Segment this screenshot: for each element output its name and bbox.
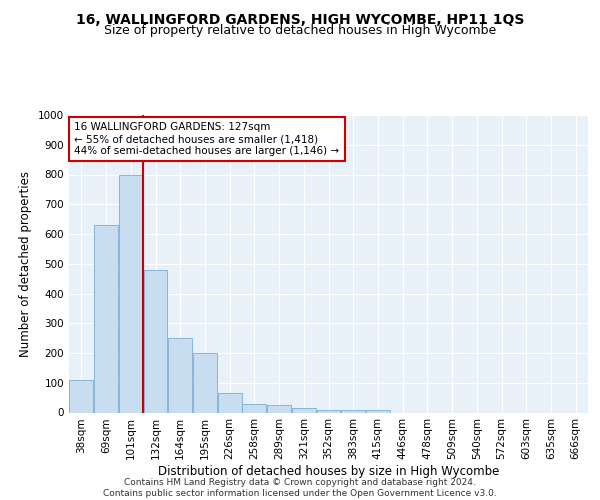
Bar [70, 380, 94, 412]
Bar [94, 225, 118, 412]
Bar [317, 410, 340, 412]
Y-axis label: Number of detached properties: Number of detached properties [19, 171, 32, 357]
Text: 16 WALLINGFORD GARDENS: 127sqm
← 55% of detached houses are smaller (1,418)
44% : 16 WALLINGFORD GARDENS: 127sqm ← 55% of … [74, 122, 340, 156]
Bar [218, 393, 242, 412]
Bar [143, 270, 167, 412]
Bar [267, 405, 291, 412]
Bar [292, 408, 316, 412]
Bar [193, 353, 217, 412]
Bar [341, 410, 365, 412]
Text: Size of property relative to detached houses in High Wycombe: Size of property relative to detached ho… [104, 24, 496, 37]
Bar [366, 410, 390, 412]
Text: Contains HM Land Registry data © Crown copyright and database right 2024.
Contai: Contains HM Land Registry data © Crown c… [103, 478, 497, 498]
Bar [168, 338, 192, 412]
Bar [119, 174, 143, 412]
Text: 16, WALLINGFORD GARDENS, HIGH WYCOMBE, HP11 1QS: 16, WALLINGFORD GARDENS, HIGH WYCOMBE, H… [76, 12, 524, 26]
X-axis label: Distribution of detached houses by size in High Wycombe: Distribution of detached houses by size … [158, 465, 499, 478]
Bar [242, 404, 266, 412]
